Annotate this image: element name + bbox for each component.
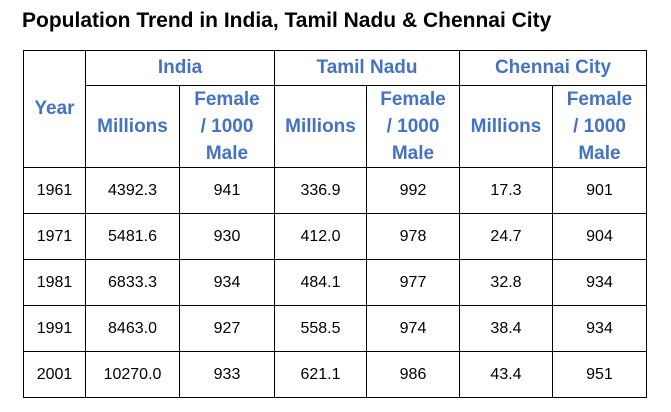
- table-row: 2001 10270.0 933 621.1 986 43.4 951: [23, 351, 647, 398]
- chennai-female-ratio-cell: 934: [552, 305, 647, 352]
- chennai-millions-cell: 32.8: [459, 259, 553, 306]
- tn-female-ratio-cell: 977: [366, 259, 460, 306]
- tn-female-ratio-cell: 992: [366, 167, 460, 214]
- year-cell: 1961: [23, 167, 86, 214]
- population-table: Year India Tamil Nadu Chennai City Milli…: [23, 50, 647, 398]
- india-header: India: [85, 50, 275, 86]
- chennai-city-header: Chennai City: [459, 50, 647, 86]
- chennai-millions-cell: 38.4: [459, 305, 553, 352]
- table-row: 1961 4392.3 941 336.9 992 17.3 901: [23, 167, 647, 214]
- india-millions-cell: 5481.6: [85, 213, 180, 260]
- chennai-female-ratio-cell: 901: [552, 167, 647, 214]
- chennai-millions-cell: 24.7: [459, 213, 553, 260]
- year-cell: 2001: [23, 351, 86, 398]
- india-female-ratio-cell: 941: [179, 167, 275, 214]
- year-cell: 1981: [23, 259, 86, 306]
- chennai-millions-cell: 17.3: [459, 167, 553, 214]
- tn-female-ratio-cell: 986: [366, 351, 460, 398]
- female-ratio-label: Female / 1000 Male: [566, 89, 633, 164]
- female-ratio-label: Female / 1000 Male: [194, 89, 260, 164]
- tn-female-ratio-cell: 978: [366, 213, 460, 260]
- tn-millions-cell: 412.0: [274, 213, 367, 260]
- female-ratio-label: Female / 1000 Male: [380, 89, 446, 164]
- tn-millions-header: Millions: [274, 85, 367, 168]
- india-millions-cell: 8463.0: [85, 305, 180, 352]
- tn-millions-cell: 558.5: [274, 305, 367, 352]
- tn-millions-cell: 484.1: [274, 259, 367, 306]
- india-millions-header: Millions: [85, 85, 180, 168]
- india-millions-cell: 10270.0: [85, 351, 180, 398]
- group-header-row: Year India Tamil Nadu Chennai City: [23, 50, 647, 168]
- india-female-ratio-header: Female / 1000 Male: [179, 85, 275, 168]
- chennai-millions-cell: 43.4: [459, 351, 553, 398]
- chennai-female-ratio-header: Female / 1000 Male: [552, 85, 647, 168]
- india-millions-cell: 6833.3: [85, 259, 180, 306]
- table-row: 1991 8463.0 927 558.5 974 38.4 934: [23, 305, 647, 352]
- sub-header-row: Millions Female / 1000 Male Millions Fem…: [24, 85, 647, 168]
- table-row: 1981 6833.3 934 484.1 977 32.8 934: [23, 259, 647, 306]
- india-female-ratio-cell: 927: [179, 305, 275, 352]
- tn-female-ratio-cell: 974: [366, 305, 460, 352]
- tn-millions-cell: 336.9: [274, 167, 367, 214]
- year-cell: 1971: [23, 213, 86, 260]
- page-title: Population Trend in India, Tamil Nadu & …: [22, 9, 552, 32]
- tamil-nadu-header: Tamil Nadu: [274, 50, 460, 86]
- india-millions-cell: 4392.3: [85, 167, 180, 214]
- year-header: Year: [23, 50, 86, 168]
- tn-millions-cell: 621.1: [274, 351, 367, 398]
- chennai-female-ratio-cell: 951: [552, 351, 647, 398]
- india-female-ratio-cell: 934: [179, 259, 275, 306]
- year-cell: 1991: [23, 305, 86, 352]
- table-row: 1971 5481.6 930 412.0 978 24.7 904: [23, 213, 647, 260]
- india-female-ratio-cell: 933: [179, 351, 275, 398]
- india-female-ratio-cell: 930: [179, 213, 275, 260]
- chennai-female-ratio-cell: 934: [552, 259, 647, 306]
- tn-female-ratio-header: Female / 1000 Male: [366, 85, 460, 168]
- chennai-female-ratio-cell: 904: [552, 213, 647, 260]
- chennai-millions-header: Millions: [459, 85, 553, 168]
